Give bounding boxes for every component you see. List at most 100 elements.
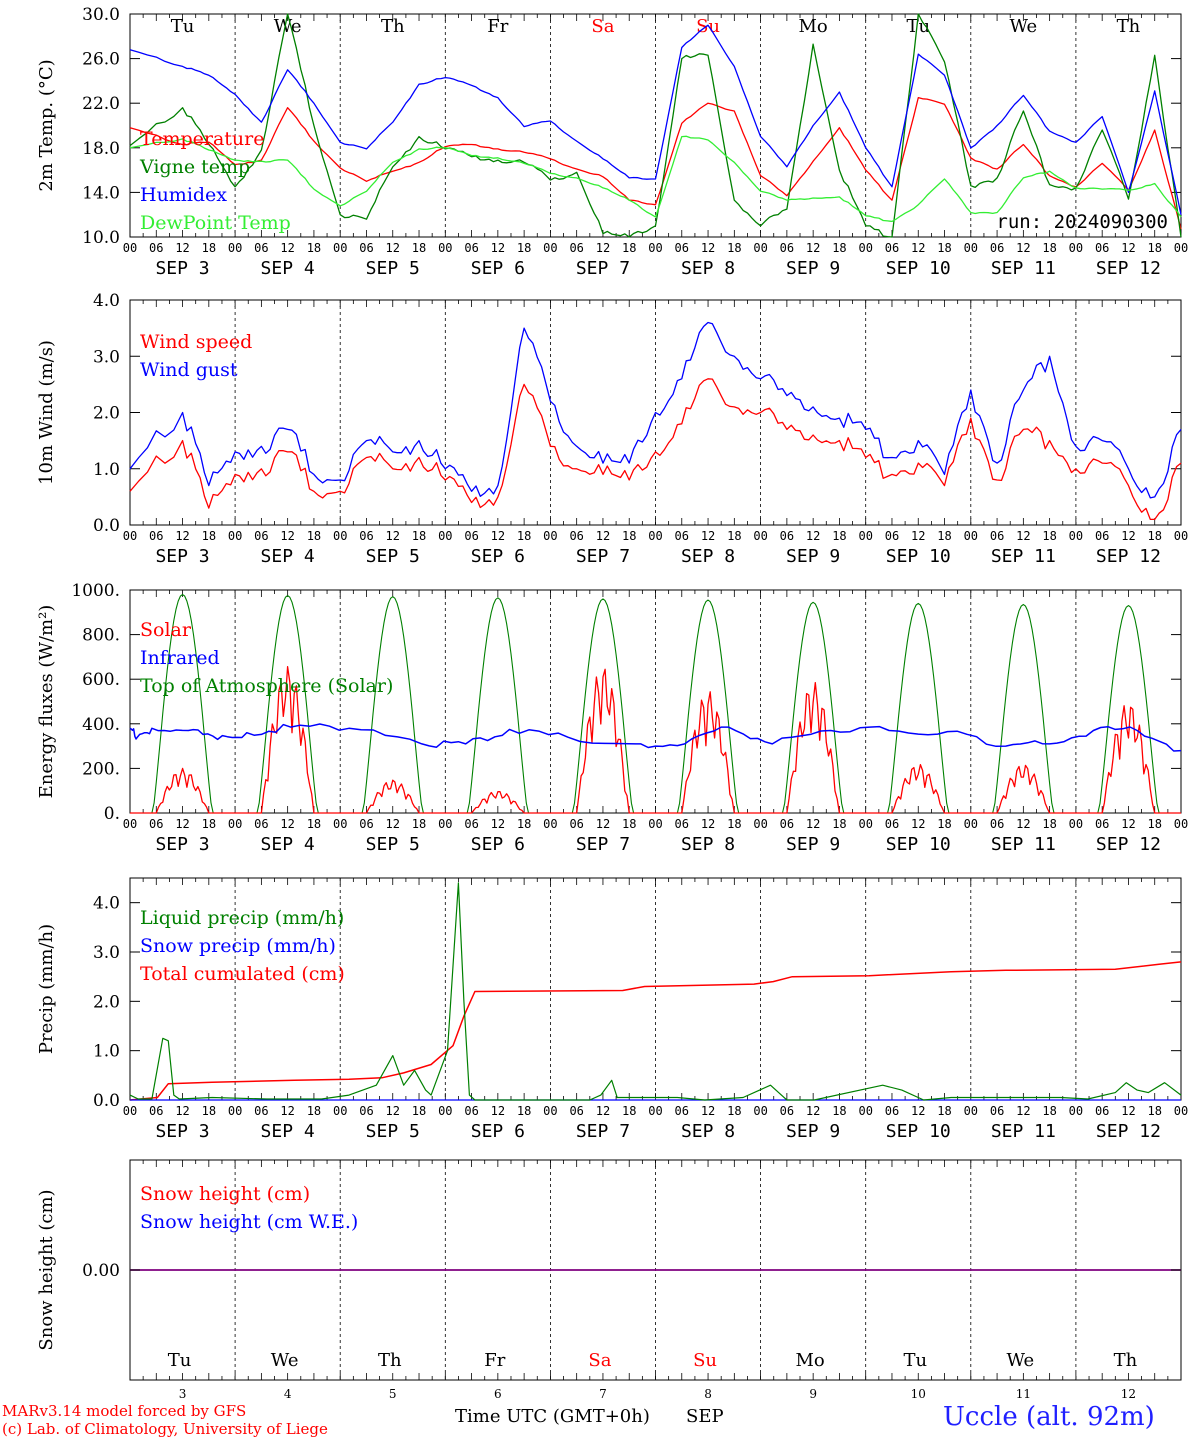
- hour-tick-label: 00: [333, 529, 347, 543]
- legend-entry: Solar: [140, 619, 192, 641]
- hour-tick-label: 12: [280, 241, 294, 255]
- hour-tick-label: 00: [964, 817, 978, 831]
- hour-tick-label: 18: [412, 529, 426, 543]
- date-label: SEP 10: [886, 546, 951, 567]
- hour-tick-label: 18: [307, 1104, 321, 1118]
- hour-tick-label: 18: [832, 241, 846, 255]
- hour-tick-label: 00: [648, 817, 662, 831]
- day-label: We: [1010, 16, 1038, 37]
- date-label: SEP 6: [471, 834, 525, 855]
- hour-tick-label: 18: [202, 1104, 216, 1118]
- panel-frame-2: [129, 589, 1182, 814]
- hour-tick-label: 06: [359, 817, 373, 831]
- hour-tick-label: 12: [596, 1104, 610, 1118]
- hour-tick-label: 18: [517, 817, 531, 831]
- hour-tick-label: 00: [648, 1104, 662, 1118]
- hour-tick-label: 06: [149, 241, 163, 255]
- hour-tick-label: 00: [438, 241, 452, 255]
- date-label: SEP 9: [786, 258, 840, 279]
- hour-tick-label: 12: [1016, 241, 1030, 255]
- day-label: Sa: [591, 16, 614, 37]
- date-label: SEP 10: [886, 834, 951, 855]
- y-tick-label: 14.0: [82, 183, 120, 203]
- hour-tick-label: 12: [1016, 817, 1030, 831]
- hour-tick-label: 06: [254, 1104, 268, 1118]
- date-label: SEP 11: [991, 834, 1056, 855]
- hour-tick-label: 06: [569, 1104, 583, 1118]
- hour-tick-label: 00: [858, 529, 872, 543]
- run-label: run: 2024090300: [996, 211, 1168, 233]
- hour-tick-label: 00: [333, 241, 347, 255]
- hour-tick-label: 06: [990, 241, 1004, 255]
- model-credit-1: MARv3.14 model forced by GFS: [2, 1402, 247, 1420]
- hour-tick-label: 00: [1069, 241, 1083, 255]
- hour-tick-label: 12: [701, 1104, 715, 1118]
- hour-tick-label: 18: [307, 529, 321, 543]
- legend-entry: Vigne temp: [139, 156, 250, 178]
- hour-tick-label: 12: [596, 529, 610, 543]
- hour-tick-label: 00: [753, 817, 767, 831]
- hour-tick-label: 12: [701, 241, 715, 255]
- day-label-bottom: We: [1007, 1350, 1035, 1371]
- date-label: SEP 7: [576, 258, 630, 279]
- hour-tick-label: 06: [780, 1104, 794, 1118]
- date-label: SEP 11: [991, 1121, 1056, 1142]
- hour-tick-label: 12: [596, 241, 610, 255]
- hour-tick-label: 12: [1016, 529, 1030, 543]
- hour-tick-label: 06: [254, 529, 268, 543]
- date-label: SEP 4: [261, 834, 315, 855]
- y-tick-label: 26.0: [82, 50, 120, 70]
- date-number-bottom: 4: [284, 1387, 292, 1401]
- y-axis-label: Snow height (cm): [36, 1189, 57, 1350]
- hour-tick-label: 06: [780, 529, 794, 543]
- date-label: SEP 3: [155, 546, 209, 567]
- hour-tick-label: 12: [911, 1104, 925, 1118]
- hour-tick-label: 00: [333, 1104, 347, 1118]
- hour-tick-label: 12: [491, 241, 505, 255]
- hour-tick-label: 12: [911, 241, 925, 255]
- hour-tick-label: 00: [858, 1104, 872, 1118]
- hour-tick-label: 12: [491, 1104, 505, 1118]
- series-dewpoint-temp: [129, 135, 1182, 223]
- legend-entry: Snow height (cm): [140, 1183, 310, 1205]
- date-label: SEP 5: [366, 834, 420, 855]
- hour-tick-label: 06: [1095, 1104, 1109, 1118]
- legend-entry: Total cumulated (cm): [140, 963, 345, 985]
- hour-tick-label: 18: [202, 817, 216, 831]
- day-label: Th: [1117, 16, 1141, 37]
- y-axis-label: 2m Temp. (°C): [36, 59, 57, 191]
- date-label: SEP 12: [1096, 1121, 1161, 1142]
- date-number-bottom: 7: [599, 1387, 607, 1401]
- hour-tick-label: 12: [280, 817, 294, 831]
- hour-tick-label: 12: [806, 817, 820, 831]
- date-label: SEP 6: [471, 1121, 525, 1142]
- hour-tick-label: 18: [1147, 817, 1161, 831]
- y-tick-label: 0.0: [93, 516, 120, 536]
- hour-tick-label: 12: [596, 817, 610, 831]
- y-tick-label: 600.: [82, 670, 120, 690]
- hour-tick-label: 00: [1069, 817, 1083, 831]
- date-label: SEP 9: [786, 546, 840, 567]
- hour-tick-label: 12: [280, 1104, 294, 1118]
- day-label-bottom: Sa: [588, 1350, 611, 1371]
- hour-tick-label: 18: [622, 529, 636, 543]
- hour-tick-label: 06: [254, 817, 268, 831]
- month-label: SEP: [686, 1406, 724, 1427]
- date-label: SEP 3: [155, 258, 209, 279]
- hour-tick-label: 06: [990, 529, 1004, 543]
- hour-tick-label: 18: [832, 529, 846, 543]
- hour-tick-label: 06: [675, 241, 689, 255]
- y-tick-label: 2.0: [93, 992, 120, 1012]
- y-tick-label: 200.: [82, 759, 120, 779]
- hour-tick-label: 18: [517, 529, 531, 543]
- hour-tick-label: 18: [1042, 817, 1056, 831]
- hour-tick-label: 00: [1174, 817, 1188, 831]
- date-label: SEP 7: [576, 834, 630, 855]
- hour-tick-label: 06: [1095, 529, 1109, 543]
- hour-tick-label: 18: [1042, 1104, 1056, 1118]
- y-tick-label: 0.: [104, 804, 120, 824]
- legend-entry: Wind speed: [140, 331, 252, 353]
- hour-tick-label: 18: [202, 529, 216, 543]
- hour-tick-label: 18: [937, 1104, 951, 1118]
- hour-tick-label: 06: [464, 529, 478, 543]
